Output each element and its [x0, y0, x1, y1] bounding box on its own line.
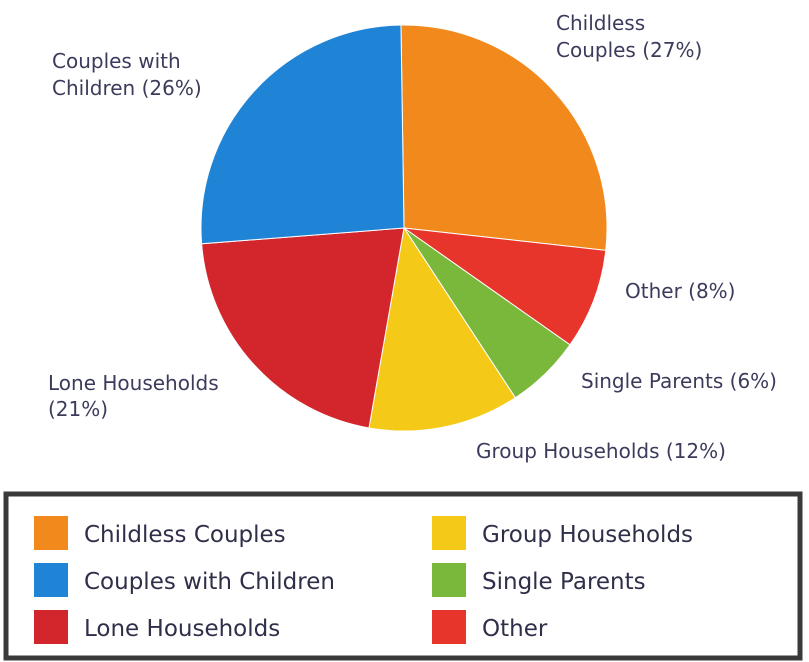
pie-slice-other	[403, 227, 607, 346]
legend-label-group-households: Group Households	[482, 522, 693, 548]
legend-swatch-other	[432, 610, 466, 644]
legend-swatch-lone-households	[34, 610, 68, 644]
legend-swatch-childless-couples	[34, 516, 68, 550]
legend-swatch-couples-with-children	[34, 563, 68, 597]
slice-label-couples-with-children: Couples with Children (26%)	[52, 49, 202, 100]
legend-label-couples-with-children: Couples with Children	[84, 569, 335, 595]
slice-labels: Childless Couples (27%) Other (8%) Single P…	[48, 11, 777, 463]
legend-label-childless-couples: Childless Couples	[84, 522, 286, 548]
pie-slice-group-households	[368, 226, 517, 432]
legend-label-single-parents: Single Parents	[482, 569, 646, 595]
slice-label-group-households: Group Households (12%)	[476, 439, 726, 463]
legend: Childless Couples Couples with Children …	[3, 491, 803, 661]
slice-label-single-parents: Single Parents (6%)	[581, 369, 777, 393]
legend-label-other: Other	[482, 616, 548, 642]
pie-slice-couples-with-children	[200, 24, 405, 245]
slice-label-childless-couples: Childless Couples (27%)	[556, 11, 702, 62]
pie-slice-childless-couples	[400, 24, 608, 251]
slice-label-lone-households: Lone Households (21%)	[48, 371, 219, 421]
legend-border	[3, 491, 803, 661]
legend-swatch-group-households	[432, 516, 466, 550]
legend-swatch-single-parents	[432, 563, 466, 597]
legend-label-lone-households: Lone Households	[84, 616, 280, 642]
slice-label-other: Other (8%)	[625, 279, 735, 303]
pie-slices	[200, 24, 608, 432]
pie-slice-lone-households	[201, 227, 405, 429]
